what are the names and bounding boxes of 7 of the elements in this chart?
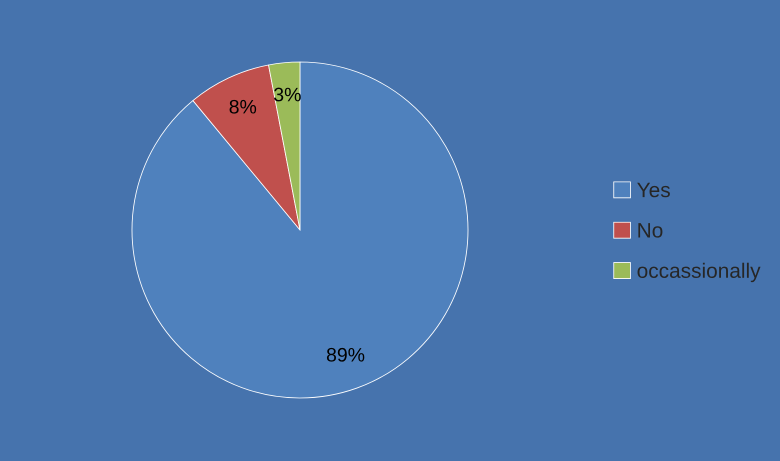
data-label: 8% bbox=[230, 100, 256, 114]
legend-label: occassionally bbox=[638, 262, 761, 282]
legend-label: No bbox=[638, 223, 662, 238]
pie-slice bbox=[132, 62, 468, 398]
pie-slice bbox=[192, 64, 300, 230]
data-label: 89% bbox=[326, 348, 364, 362]
legend-label: Yes bbox=[637, 182, 670, 198]
